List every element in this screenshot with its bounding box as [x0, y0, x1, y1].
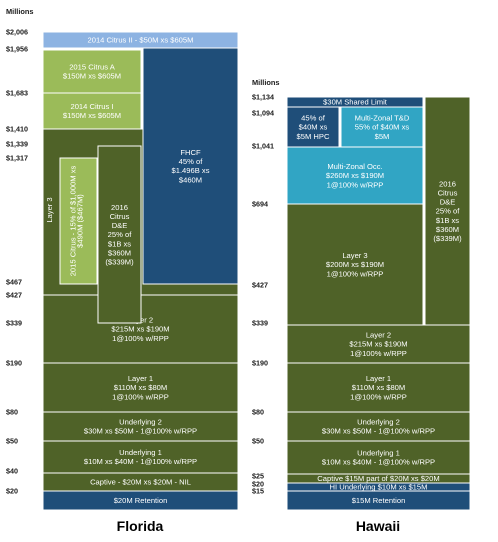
- hawaii-tick-label: $1,094: [252, 109, 274, 118]
- hawaii-tick-label: $15: [252, 487, 264, 496]
- hawaii-layer-2-block: [286, 324, 471, 364]
- hawaii-tick-label: $427: [252, 281, 268, 290]
- hawaii-layer-1-block: [286, 362, 471, 413]
- florida-tick-label: $467: [6, 278, 22, 287]
- hawaii-underlying-2-block: [286, 411, 471, 442]
- hawaii-layer-3-label: Layer 3 $200M xs $190M 1@100% w/RPP: [326, 251, 384, 278]
- hawaii-tick-label: $1,041: [252, 142, 274, 151]
- florida-retention-label: $20M Retention: [114, 496, 168, 505]
- florida-tick-label: $427: [6, 291, 22, 300]
- hawaii-tower: Millions $15$20$25 $50 $80 $190 $339 $427 $694 $…: [252, 78, 471, 534]
- florida-tick-label: $1,339: [6, 140, 28, 149]
- hawaii-tick-label: $80: [252, 408, 264, 417]
- florida-tick-label: $1,956: [6, 45, 28, 54]
- hawaii-citrus-d-and-e-block: [424, 96, 471, 326]
- florida-citrus-2014-i-label: 2014 Citrus I $150M xs $605M: [63, 102, 121, 120]
- hawaii-underlying-1-label: Underlying 1 $10M xs $40M - 1@100% w/RPP: [322, 449, 435, 467]
- hawaii-title: Hawaii: [356, 518, 400, 534]
- hawaii-shared-limit-block: [286, 96, 424, 108]
- florida-captive-label: Captive - $20M xs $20M - NIL: [90, 478, 191, 487]
- florida-tick-label: $1,683: [6, 89, 28, 98]
- hawaii-unit-label: Millions: [252, 78, 280, 87]
- hawaii-tick-label: $50: [252, 437, 264, 446]
- hawaii-hi-underlying-label: HI Underlying $10M xs $15M: [330, 482, 428, 491]
- hawaii-shared-limit-label: $30M Shared Limit: [323, 98, 388, 107]
- florida-tick-label: $80: [6, 408, 18, 417]
- florida-layer-3-label: Layer 3: [45, 197, 54, 222]
- hawaii-tick-label: $190: [252, 359, 268, 368]
- florida-fhcf-label: FHCF 45% of $1.496B xs $460M: [172, 148, 210, 184]
- florida-tick-label: $50: [6, 437, 18, 446]
- hawaii-underlying-1-block: [286, 440, 471, 475]
- florida-tick-label: $1,317: [6, 154, 28, 163]
- florida-tick-label: $40: [6, 467, 18, 476]
- florida-unit-label: Millions: [6, 7, 34, 16]
- hawaii-underlying-2-label: Underlying 2 $30M xs $50M - 1@100% w/RPP: [322, 418, 435, 436]
- florida-underlying-1-block: [42, 440, 239, 474]
- florida-underlying-2-label: Underlying 2 $30M xs $50M - 1@100% w/RPP: [84, 418, 197, 436]
- florida-tick-label: $339: [6, 319, 22, 328]
- hawaii-tick-label: $20: [252, 480, 264, 489]
- hawaii-retention-label: $15M Retention: [352, 496, 406, 505]
- hawaii-layer-3-block: [286, 203, 424, 326]
- florida-underlying-1-label: Underlying 1 $10M xs $40M - 1@100% w/RPP: [84, 448, 197, 466]
- florida-tick-label: $190: [6, 359, 22, 368]
- florida-tower: Millions $20 $40 $50 $80 $190 $339 $427 $467 $1,3…: [6, 7, 239, 534]
- florida-citrus-d-and-e-block: [97, 145, 142, 324]
- hawaii-hpc-block: [286, 106, 340, 148]
- hawaii-multi-zonal-t-and-d-label: Multi-Zonal T&D 55% of $40M xs $5M: [355, 114, 410, 141]
- florida-citrus-2015-in-layer-3-block: [59, 157, 98, 285]
- florida-fhcf-block: [142, 47, 239, 285]
- florida-layer-1-block: [42, 362, 239, 413]
- florida-tick-label: $20: [6, 487, 18, 496]
- hawaii-layer-2-label: Layer 2 $215M xs $190M 1@100% w/RPP: [349, 331, 407, 358]
- hawaii-hpc-label: 45% of $40M xs $5M HPC: [297, 114, 330, 141]
- florida-citrus-d-and-e-label: 2016 Citrus D&E 25% of $1B xs $360M ($339M): [105, 203, 134, 267]
- hawaii-tick-label: $25: [252, 472, 264, 481]
- florida-layer-1-label: Layer 1 $110M xs $80M 1@100% w/RPP: [112, 374, 169, 401]
- florida-citrus-2015-a-label: 2015 Citrus A $150M xs $605M: [63, 63, 121, 81]
- hawaii-multi-zonal-t-and-d-block: [340, 106, 424, 148]
- florida-underlying-2-block: [42, 411, 239, 442]
- florida-citrus-2014-ii-label: 2014 Citrus II - $50M xs $605M: [88, 36, 194, 45]
- florida-citrus-2014-ii-block: [42, 31, 239, 49]
- hawaii-layer-1-label: Layer 1 $110M xs $80M 1@100% w/RPP: [350, 374, 407, 401]
- florida-citrus-2015-in-layer-3-label: 2015 Citrus - 15% of $1,000M xs$490M ($4…: [69, 166, 85, 277]
- hawaii-tick-label: $694: [252, 200, 268, 209]
- hawaii-captive-label: Captive $15M part of $20M xs $20M: [317, 474, 439, 483]
- florida-tick-label: $2,006: [6, 28, 28, 37]
- hawaii-tick-label: $339: [252, 319, 268, 328]
- florida-tick-label: $1,410: [6, 125, 28, 134]
- hawaii-tick-label: $1,134: [252, 93, 274, 102]
- hawaii-multi-zonal-occ-label: Multi-Zonal Occ. $260M xs $190M 1@100% w/R…: [326, 162, 384, 189]
- hawaii-citrus-d-and-e-label: 2016 Citrus D&E 25% of $1B xs $360M ($339M): [433, 179, 462, 243]
- florida-citrus-2015-a-block: [42, 49, 142, 94]
- florida-title: Florida: [117, 518, 164, 534]
